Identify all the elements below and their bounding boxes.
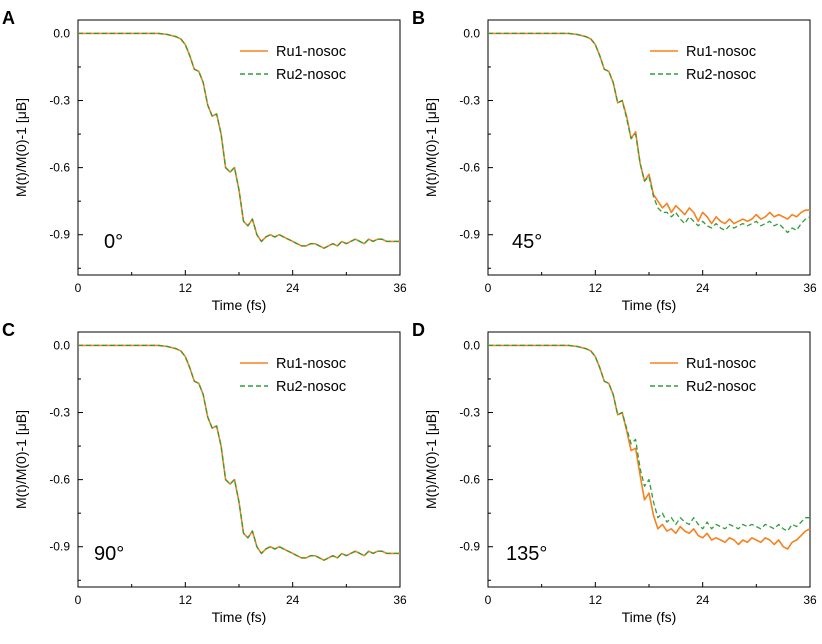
x-tick-label: 12 <box>179 281 193 295</box>
legend-label: Ru1-nosoc <box>686 44 756 60</box>
angle-annotation: 135° <box>506 543 547 565</box>
plot-frame <box>77 331 401 588</box>
series-line-ru1-nosoc <box>488 344 811 550</box>
series-line-ru1-nosoc <box>78 344 400 561</box>
y-axis-title: M(t)/M(0)-1 [μB] <box>13 98 29 197</box>
panel-letter: C <box>2 320 15 340</box>
y-tick-label: -0.6 <box>459 473 480 487</box>
panel-letter: B <box>412 8 425 28</box>
x-tick-label: 24 <box>696 593 710 607</box>
x-tick-label: 12 <box>589 281 603 295</box>
panel-letter: A <box>2 8 15 28</box>
legend-label: Ru1-nosoc <box>276 44 346 60</box>
series-line-ru2-nosoc <box>78 344 400 561</box>
legend: Ru1-nosoc Ru2-nosoc <box>650 356 756 395</box>
y-tick-label: 0.0 <box>463 26 480 40</box>
series-line-ru2-nosoc <box>488 344 810 532</box>
x-tick-label: 36 <box>393 281 407 295</box>
chart-panel-a: 0 12 24 36 0.0 -0.3 -0.6 -0.9 Time (fs) M(t)/M(0)… <box>2 8 407 313</box>
y-tick-label: -0.3 <box>459 94 480 108</box>
x-tick-label: 24 <box>286 281 300 295</box>
legend-label: Ru2-nosoc <box>276 379 346 395</box>
angle-annotation: 0° <box>104 231 123 253</box>
x-tick-label: 12 <box>589 593 603 607</box>
y-axis-title: M(t)/M(0)-1 [μB] <box>13 410 29 509</box>
x-axis-title: Time (fs) <box>212 609 267 625</box>
y-tick-label: -0.3 <box>49 406 70 420</box>
series-line-ru2-nosoc <box>78 32 400 249</box>
y-tick-label: 0.0 <box>463 338 480 352</box>
y-tick-label: -0.6 <box>49 161 70 175</box>
x-tick-label: 0 <box>485 281 492 295</box>
x-axis-title: Time (fs) <box>622 609 677 625</box>
angle-annotation: 45° <box>512 231 542 253</box>
y-tick-label: -0.9 <box>459 540 480 554</box>
x-tick-label: 0 <box>485 593 492 607</box>
x-tick-label: 0 <box>75 281 82 295</box>
x-tick-label: 12 <box>179 593 193 607</box>
x-tick-label: 24 <box>696 281 710 295</box>
x-tick-label: 0 <box>75 593 82 607</box>
legend-label: Ru1-nosoc <box>686 356 756 372</box>
legend-label: Ru2-nosoc <box>686 67 756 83</box>
legend: Ru1-nosoc Ru2-nosoc <box>240 356 346 395</box>
chart-panel-b: 0 12 24 36 0.0 -0.3 -0.6 -0.9 Time (fs) M(t)/M(0)… <box>412 8 817 313</box>
y-axis-title: M(t)/M(0)-1 [μB] <box>423 410 439 509</box>
y-tick-label: -0.6 <box>459 161 480 175</box>
series-line-ru1-nosoc <box>78 32 400 249</box>
angle-annotation: 90° <box>94 543 124 565</box>
y-tick-label: -0.9 <box>459 228 480 242</box>
chart-panel-c: 0 12 24 36 0.0 -0.3 -0.6 -0.9 Time (fs) M(t)/M(0)… <box>2 320 407 625</box>
chart-panel-d: 0 12 24 36 0.0 -0.3 -0.6 -0.9 Time (fs) M(t)/M(0)… <box>412 320 817 625</box>
x-axis-title: Time (fs) <box>622 297 677 313</box>
y-tick-label: 0.0 <box>53 26 70 40</box>
y-axis-title: M(t)/M(0)-1 [μB] <box>423 98 439 197</box>
panel-letter: D <box>412 320 425 340</box>
legend-label: Ru2-nosoc <box>686 379 756 395</box>
legend: Ru1-nosoc Ru2-nosoc <box>240 44 346 83</box>
legend-label: Ru1-nosoc <box>276 356 346 372</box>
plot-frame <box>77 19 401 276</box>
y-tick-label: -0.3 <box>49 94 70 108</box>
y-tick-label: -0.3 <box>459 406 480 420</box>
y-tick-label: 0.0 <box>53 338 70 352</box>
x-tick-label: 36 <box>393 593 407 607</box>
x-axis-title: Time (fs) <box>212 297 267 313</box>
series-line-ru2-nosoc <box>488 32 811 234</box>
x-tick-label: 24 <box>286 593 300 607</box>
y-tick-label: -0.6 <box>49 473 70 487</box>
legend-label: Ru2-nosoc <box>276 67 346 83</box>
x-tick-label: 36 <box>803 281 817 295</box>
y-tick-label: -0.9 <box>49 540 70 554</box>
x-tick-label: 36 <box>803 593 817 607</box>
y-tick-label: -0.9 <box>49 228 70 242</box>
legend: Ru1-nosoc Ru2-nosoc <box>650 44 756 83</box>
series-line-ru1-nosoc <box>488 32 810 225</box>
